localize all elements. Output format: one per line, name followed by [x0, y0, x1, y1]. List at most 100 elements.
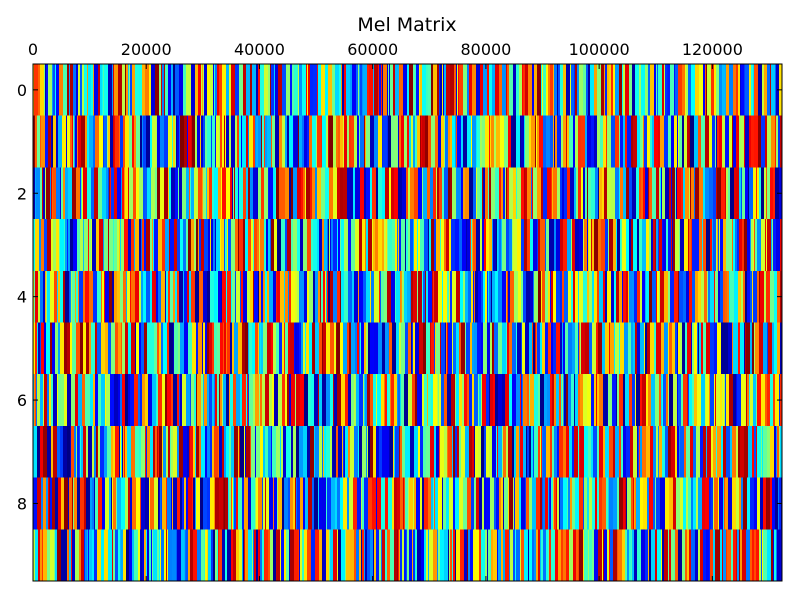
heatmap-cell [295, 322, 297, 375]
heatmap-cell [440, 529, 444, 581]
heatmap-cell [259, 270, 261, 323]
heatmap-cell [429, 529, 433, 581]
heatmap-cell [413, 270, 417, 323]
heatmap-cell [46, 477, 48, 530]
heatmap-cell [336, 425, 338, 478]
heatmap-cell [712, 219, 713, 271]
heatmap-cell [412, 529, 413, 581]
heatmap-cell [83, 219, 84, 271]
heatmap-cell [119, 425, 120, 478]
heatmap-cell [723, 374, 724, 426]
heatmap-cell [704, 270, 707, 323]
heatmap-cell [554, 374, 556, 426]
heatmap-cell [492, 425, 496, 478]
heatmap-cell [37, 425, 40, 478]
heatmap-cell [705, 374, 706, 426]
heatmap-cell [45, 167, 46, 220]
heatmap-cell [84, 219, 88, 271]
heatmap-cell [89, 529, 92, 581]
heatmap-cell [662, 167, 664, 220]
heatmap-cell [597, 115, 600, 168]
heatmap-cell [357, 115, 359, 168]
heatmap-cell [692, 374, 694, 426]
heatmap-cell [275, 115, 279, 168]
heatmap-cell [729, 115, 731, 168]
heatmap-cell [483, 270, 485, 323]
heatmap-cell [525, 477, 526, 530]
heatmap-cell [481, 529, 485, 581]
heatmap-cell [308, 64, 310, 116]
heatmap-cell [619, 115, 620, 168]
heatmap-cell [143, 270, 146, 323]
heatmap-cell [214, 64, 215, 116]
heatmap-cell [177, 115, 179, 168]
heatmap-cell [251, 477, 255, 530]
heatmap-cell [231, 270, 232, 323]
heatmap-cell [414, 425, 418, 478]
heatmap-cell [632, 270, 634, 323]
heatmap-cell [553, 270, 556, 323]
heatmap-cell [224, 477, 225, 530]
heatmap-cell [469, 425, 472, 478]
heatmap-cell [197, 529, 201, 581]
heatmap-cell [314, 374, 318, 426]
heatmap-cell [359, 115, 360, 168]
heatmap-cell [535, 322, 536, 375]
heatmap-cell [149, 529, 151, 581]
heatmap-cell [470, 322, 472, 375]
heatmap-cell [263, 270, 264, 323]
heatmap-cell [370, 425, 372, 478]
heatmap-cell [171, 374, 173, 426]
heatmap-cell [417, 529, 421, 581]
heatmap-cell [437, 167, 439, 220]
heatmap-cell [427, 374, 428, 426]
heatmap-cell [464, 374, 467, 426]
y-tick-label: 8 [17, 494, 27, 513]
heatmap-cell [311, 219, 313, 271]
heatmap-cell [479, 529, 481, 581]
heatmap-cell [437, 64, 439, 116]
heatmap-cell [205, 425, 207, 478]
heatmap-cell [196, 425, 199, 478]
heatmap-cell [293, 477, 295, 530]
heatmap-cell [541, 529, 543, 581]
heatmap-cell [253, 270, 254, 323]
heatmap-cell [135, 219, 139, 271]
heatmap-cell [236, 374, 240, 426]
heatmap-cell [316, 115, 317, 168]
heatmap-cell [149, 64, 151, 116]
heatmap-cell [529, 529, 532, 581]
heatmap-cell [60, 322, 64, 375]
heatmap-cell [710, 270, 714, 323]
heatmap-cell [162, 477, 166, 530]
heatmap-cell [639, 219, 642, 271]
heatmap-cell [491, 270, 492, 323]
heatmap-cell [168, 425, 170, 478]
heatmap-cell [529, 374, 530, 426]
heatmap-cell [777, 322, 780, 375]
heatmap-cell [435, 322, 436, 375]
heatmap-cell [511, 115, 513, 168]
heatmap-cell [625, 529, 627, 581]
heatmap-cell [764, 64, 767, 116]
heatmap-cell [72, 115, 73, 168]
heatmap-cell [753, 374, 756, 426]
heatmap-cell [664, 115, 668, 168]
heatmap-cell [72, 270, 75, 323]
heatmap-cell [492, 64, 495, 116]
heatmap-cell [258, 322, 259, 375]
heatmap-cell [129, 115, 132, 168]
heatmap-cell [361, 529, 362, 581]
heatmap-cell [80, 425, 81, 478]
heatmap-cell [414, 167, 418, 220]
heatmap-cell [46, 322, 50, 375]
heatmap-cell [637, 115, 640, 168]
heatmap-cell [368, 425, 370, 478]
heatmap-cell [560, 167, 562, 220]
heatmap-cell [736, 477, 739, 530]
heatmap-cell [219, 529, 222, 581]
heatmap-cell [169, 167, 171, 220]
heatmap-cell [520, 374, 521, 426]
heatmap-cell [47, 270, 50, 323]
heatmap-cell [203, 167, 206, 220]
